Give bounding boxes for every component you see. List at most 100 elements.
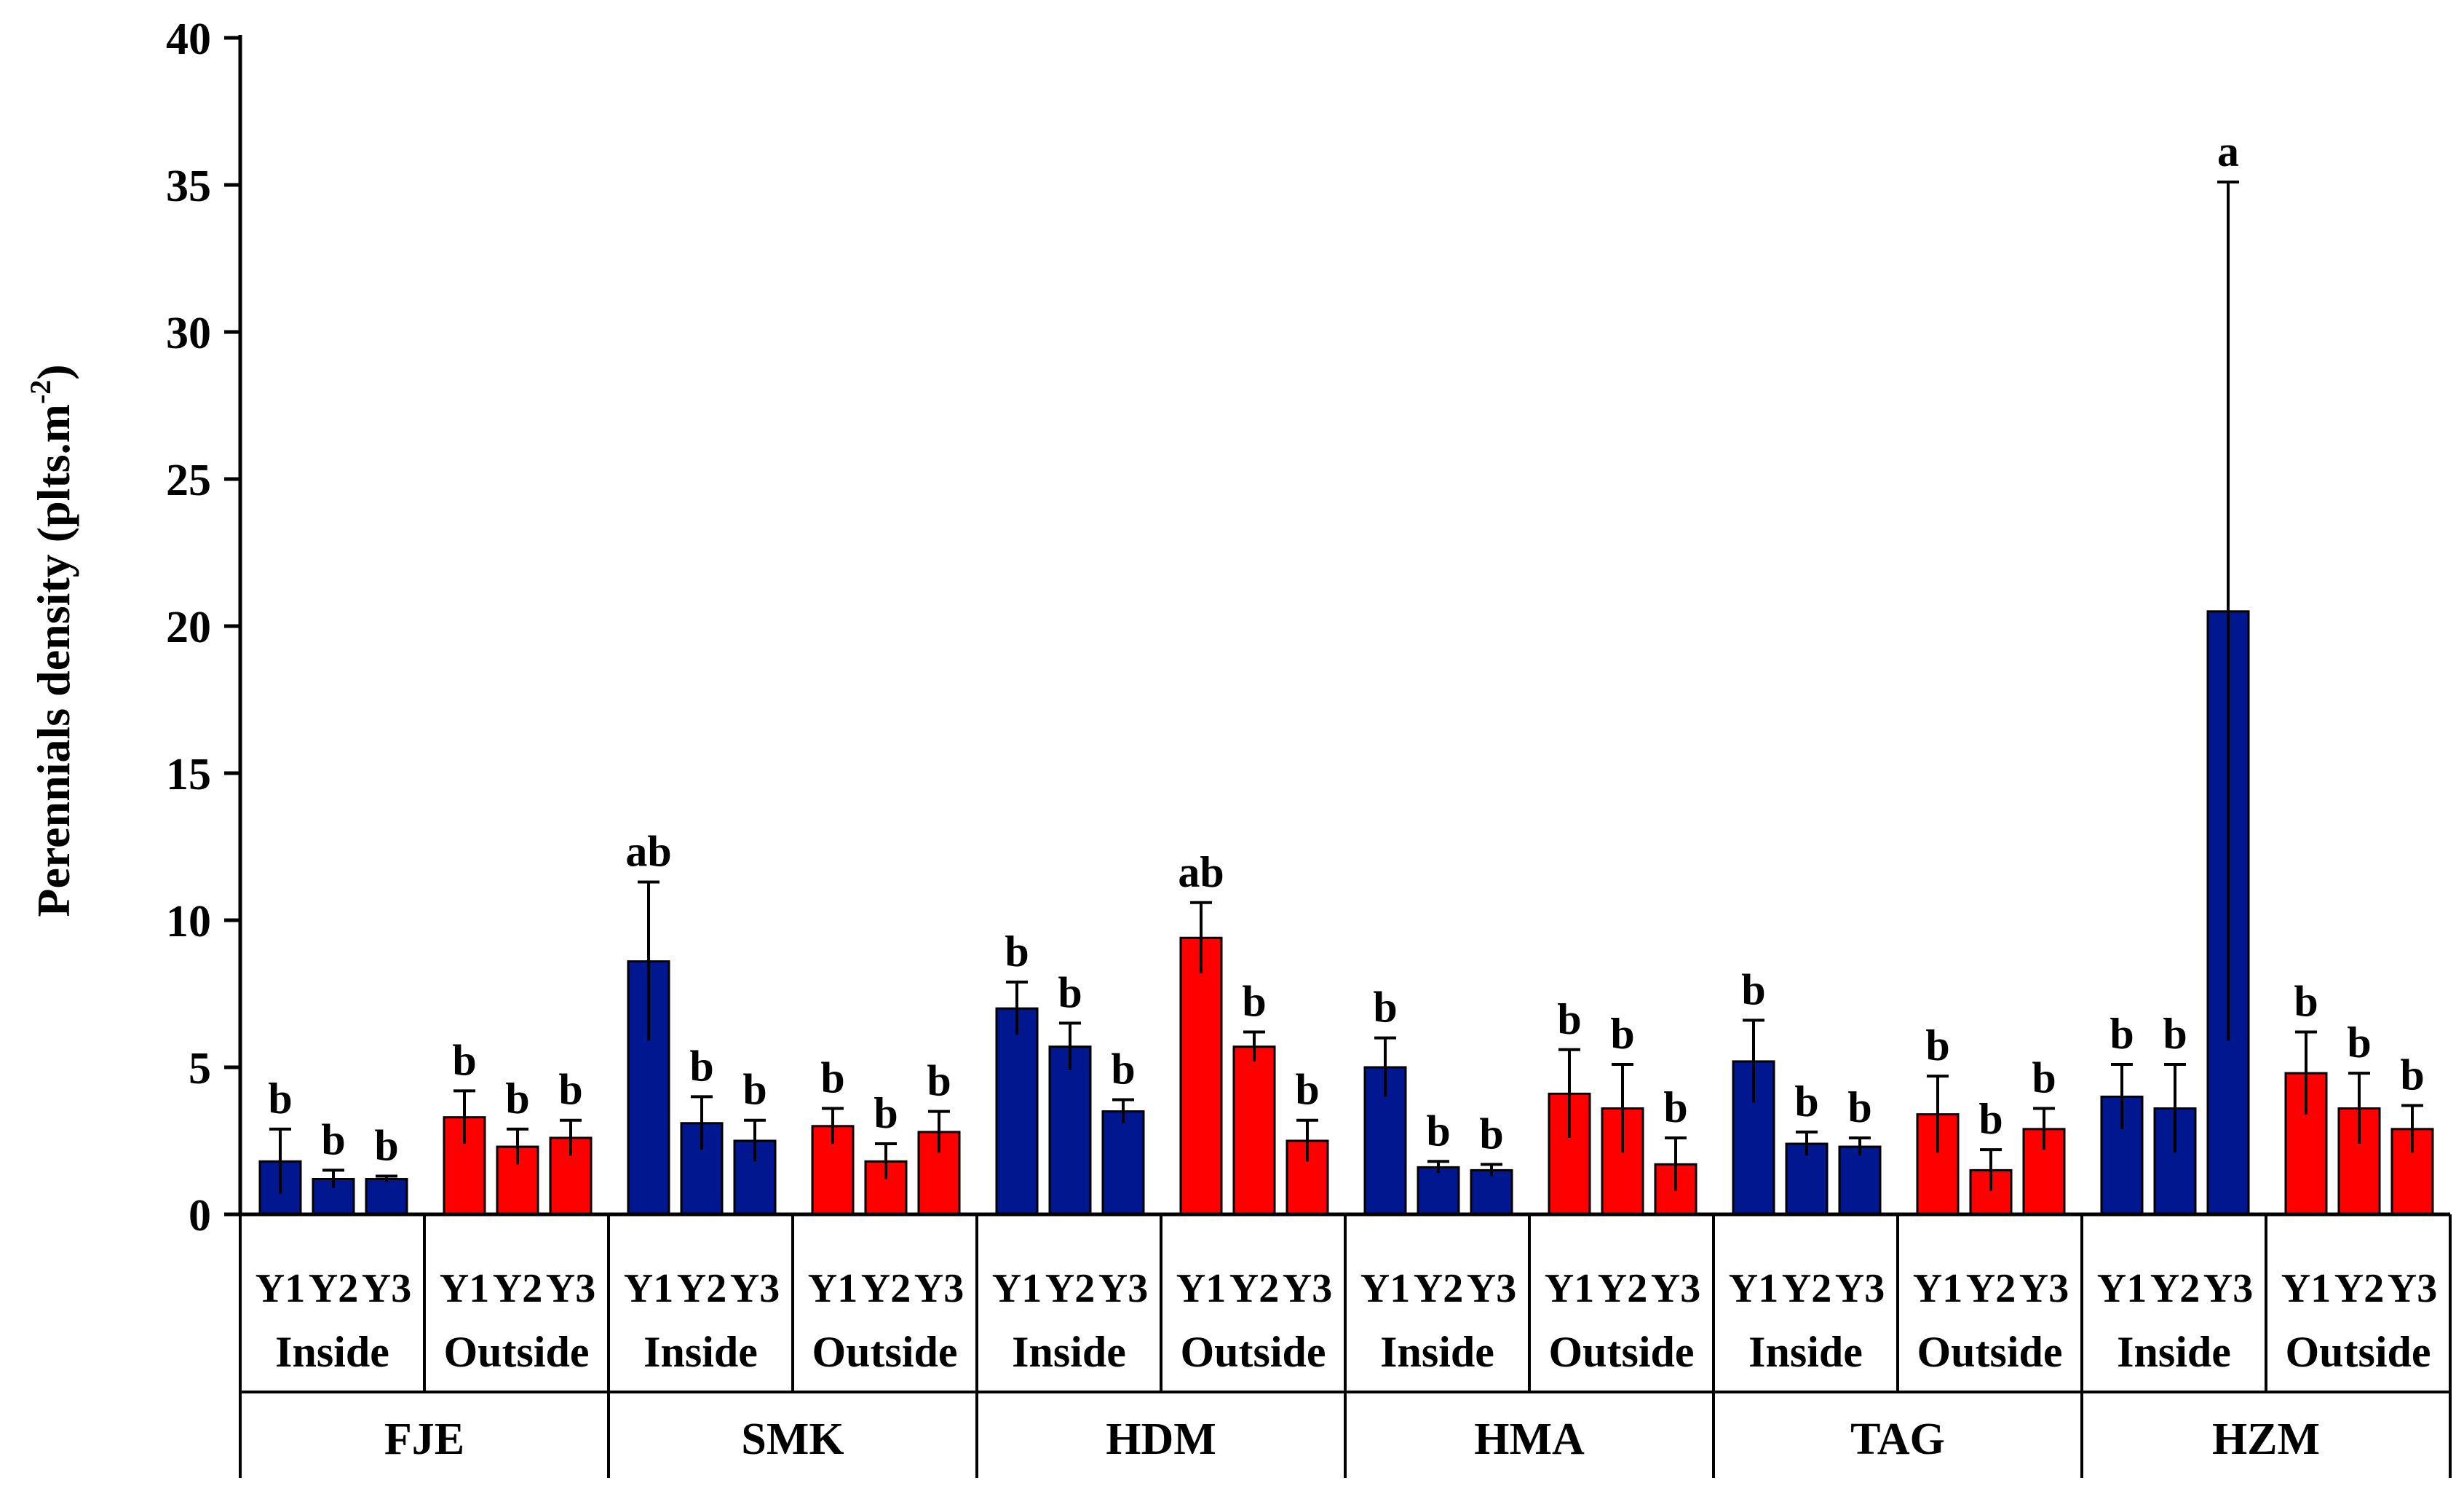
year-label: Y2 xyxy=(1045,1266,1095,1311)
year-label: Y3 xyxy=(2388,1266,2437,1311)
subgroup-label: Outside xyxy=(1548,1328,1694,1376)
subgroup-label: Inside xyxy=(1380,1328,1494,1376)
significance-letter: b xyxy=(1847,1083,1871,1131)
bar xyxy=(365,1178,408,1216)
site-label: HMA xyxy=(1474,1415,1585,1464)
year-label: Y1 xyxy=(255,1266,305,1311)
year-label: Y2 xyxy=(861,1266,911,1311)
bar xyxy=(549,1136,593,1216)
bar xyxy=(1101,1110,1145,1216)
year-label: Y3 xyxy=(2203,1266,2253,1311)
site-label: TAG xyxy=(1850,1415,1945,1464)
year-label: Y1 xyxy=(1176,1266,1226,1311)
year-label: Y1 xyxy=(1545,1266,1594,1311)
year-label: Y3 xyxy=(2019,1266,2069,1311)
significance-letter: b xyxy=(1557,995,1581,1043)
year-label: Y3 xyxy=(1467,1266,1516,1311)
year-label: Y1 xyxy=(808,1266,857,1311)
year-label: Y1 xyxy=(2281,1266,2331,1311)
year-label: Y1 xyxy=(992,1266,1042,1311)
year-label: Y2 xyxy=(493,1266,542,1311)
significance-letter: b xyxy=(1373,984,1397,1032)
significance-letter: b xyxy=(1978,1095,2003,1143)
significance-letter: b xyxy=(1426,1107,1450,1155)
y-axis-label-close: ) xyxy=(28,364,79,379)
site-label: HZM xyxy=(2212,1415,2320,1464)
year-label: Y3 xyxy=(730,1266,780,1311)
significance-letter: b xyxy=(1663,1083,1687,1131)
significance-letter: ab xyxy=(625,827,671,875)
year-label: Y1 xyxy=(2097,1266,2147,1311)
subgroup-label: Inside xyxy=(643,1328,758,1376)
year-label: Y2 xyxy=(1966,1266,2016,1311)
year-label: Y2 xyxy=(1782,1266,1831,1311)
year-label: Y3 xyxy=(1835,1266,1885,1311)
significance-letter: b xyxy=(2347,1019,2371,1067)
significance-letter: b xyxy=(2400,1051,2424,1099)
year-label: Y3 xyxy=(546,1266,595,1311)
significance-letter: b xyxy=(505,1075,529,1123)
year-label: Y2 xyxy=(2150,1266,2200,1311)
significance-letter: b xyxy=(874,1089,898,1137)
bar xyxy=(1417,1166,1460,1216)
subgroup-label: Inside xyxy=(1748,1328,1863,1376)
significance-letter: b xyxy=(689,1042,713,1090)
significance-letter: b xyxy=(1794,1077,1818,1126)
y-tick-label: 5 xyxy=(189,1044,211,1093)
y-tick-label: 40 xyxy=(166,15,211,64)
year-label: Y1 xyxy=(1729,1266,1778,1311)
subgroup-label: Outside xyxy=(443,1328,589,1376)
site-label: SMK xyxy=(741,1415,844,1464)
year-label: Y1 xyxy=(1360,1266,1410,1311)
bar xyxy=(1232,1045,1276,1216)
subgroup-label: Inside xyxy=(275,1328,389,1376)
bar xyxy=(1179,936,1223,1216)
y-tick-label: 10 xyxy=(166,897,211,946)
bar xyxy=(995,1007,1039,1216)
site-label: HDM xyxy=(1106,1415,1216,1464)
significance-letter: b xyxy=(1295,1066,1319,1114)
year-label: Y1 xyxy=(624,1266,673,1311)
significance-letter: b xyxy=(268,1075,292,1123)
year-label: Y2 xyxy=(1414,1266,1463,1311)
year-label: Y2 xyxy=(677,1266,726,1311)
y-tick-label: 15 xyxy=(166,750,211,799)
subgroup-label: Outside xyxy=(812,1328,957,1376)
y-tick-label: 30 xyxy=(166,309,211,358)
year-label: Y2 xyxy=(2334,1266,2384,1311)
subgroup-label: Outside xyxy=(1180,1328,1326,1376)
year-label: Y3 xyxy=(362,1266,411,1311)
y-axis-label-main: Perennials density (plts.m xyxy=(28,404,79,917)
year-label: Y3 xyxy=(914,1266,964,1311)
significance-letter: b xyxy=(1741,965,1765,1013)
year-label: Y3 xyxy=(1651,1266,1700,1311)
significance-letter: b xyxy=(2294,978,2318,1026)
subgroup-label: Inside xyxy=(1012,1328,1126,1376)
subgroup-label: Outside xyxy=(1917,1328,2062,1376)
y-axis: 0 5 10 15 20 25 30 35 40 xyxy=(166,15,242,1241)
year-label: Y3 xyxy=(1283,1266,1332,1311)
year-label: Y1 xyxy=(1913,1266,1962,1311)
significance-letter: b xyxy=(1610,1010,1634,1058)
significance-letter: b xyxy=(1058,968,1082,1016)
significance-letter: b xyxy=(2163,1010,2187,1058)
significance-letter: b xyxy=(452,1036,476,1084)
year-label: Y3 xyxy=(1098,1266,1148,1311)
significance-letter: b xyxy=(321,1115,345,1163)
significance-letter: b xyxy=(1242,978,1266,1026)
significance-letter: b xyxy=(558,1066,582,1114)
bar xyxy=(1048,1045,1092,1216)
year-label: Y2 xyxy=(309,1266,358,1311)
year-label: Y2 xyxy=(1598,1266,1647,1311)
subgroup-label: Outside xyxy=(2285,1328,2431,1376)
y-axis-label: Perennials density (plts.m-2) xyxy=(24,364,79,917)
year-label: Y1 xyxy=(440,1266,489,1311)
y-tick-label: 35 xyxy=(166,162,211,211)
y-tick-label: 25 xyxy=(166,456,211,505)
significance-letter: b xyxy=(2110,1010,2134,1058)
significance-letter: b xyxy=(927,1057,951,1105)
significance-letter: b xyxy=(742,1066,766,1114)
